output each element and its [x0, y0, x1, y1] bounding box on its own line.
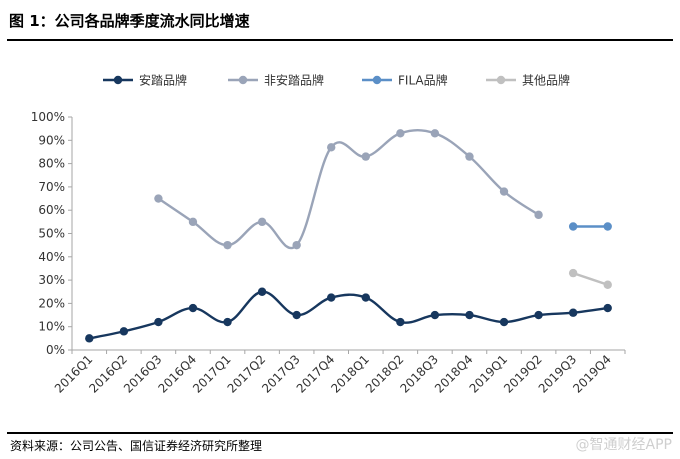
data-point	[154, 317, 163, 327]
y-tick-label: 30%	[38, 273, 65, 287]
data-point	[568, 268, 578, 278]
data-point	[223, 240, 232, 250]
data-point	[361, 293, 370, 302]
y-tick-label: 20%	[38, 296, 65, 310]
legend-marker	[238, 75, 248, 85]
data-point	[257, 217, 267, 227]
y-tick-label: 60%	[38, 203, 65, 217]
series-line	[571, 271, 609, 286]
source-note: 资料来源：公司公告、国信证券经济研究所整理	[10, 439, 263, 453]
legend-label: 非安踏品牌	[264, 73, 324, 88]
data-point	[603, 280, 612, 289]
y-tick-label: 100%	[31, 110, 65, 124]
data-point	[534, 310, 543, 320]
y-tick-label: 0%	[46, 343, 65, 357]
y-tick-label: 50%	[38, 227, 65, 241]
data-point	[534, 210, 543, 220]
data-point	[568, 222, 578, 231]
data-point	[465, 310, 474, 320]
series-2	[154, 128, 543, 250]
data-point	[154, 194, 163, 203]
data-point	[396, 129, 405, 138]
top-rule	[7, 39, 673, 41]
data-point	[327, 143, 336, 152]
data-point	[430, 310, 440, 320]
data-point	[327, 293, 336, 302]
chart-title: 图 1：公司各品牌季度流水同比增速	[9, 12, 250, 30]
legend-label: 其他品牌	[522, 74, 570, 88]
y-tick-label: 90%	[38, 133, 65, 147]
data-point	[119, 327, 129, 336]
data-point	[499, 317, 509, 327]
watermark: @智通财经APP	[575, 437, 672, 453]
data-point	[396, 317, 405, 327]
legend-marker	[372, 75, 382, 85]
data-point	[188, 303, 198, 313]
data-point	[603, 303, 612, 313]
series-1	[85, 287, 612, 343]
data-point	[223, 317, 232, 327]
data-point	[499, 187, 509, 196]
y-tick-label: 40%	[38, 250, 65, 264]
series-3	[568, 222, 612, 231]
y-tick-label: 70%	[38, 180, 65, 194]
data-point	[465, 152, 474, 161]
data-point	[568, 308, 578, 317]
legend-label: 安踏品牌	[139, 73, 187, 88]
data-point	[430, 129, 440, 138]
series-4	[568, 268, 612, 289]
y-tick-label: 80%	[38, 157, 65, 171]
series-line	[88, 290, 609, 340]
legend-label: FILA品牌	[398, 74, 448, 88]
data-point	[188, 217, 198, 227]
data-point	[603, 222, 612, 231]
data-point	[361, 152, 370, 161]
x-tick-label: 2019Q4	[570, 352, 614, 396]
series-line	[157, 128, 540, 250]
bottom-rule	[7, 432, 673, 434]
legend-marker	[496, 75, 506, 85]
legend-marker	[113, 75, 123, 85]
data-point	[292, 310, 301, 320]
series-lines	[85, 128, 612, 343]
y-tick-label: 10%	[38, 320, 65, 334]
legend: 安踏品牌 非安踏品牌 FILA品牌 其他品牌	[103, 73, 570, 88]
data-point	[292, 240, 301, 250]
data-point	[257, 287, 267, 296]
data-point	[85, 334, 94, 343]
